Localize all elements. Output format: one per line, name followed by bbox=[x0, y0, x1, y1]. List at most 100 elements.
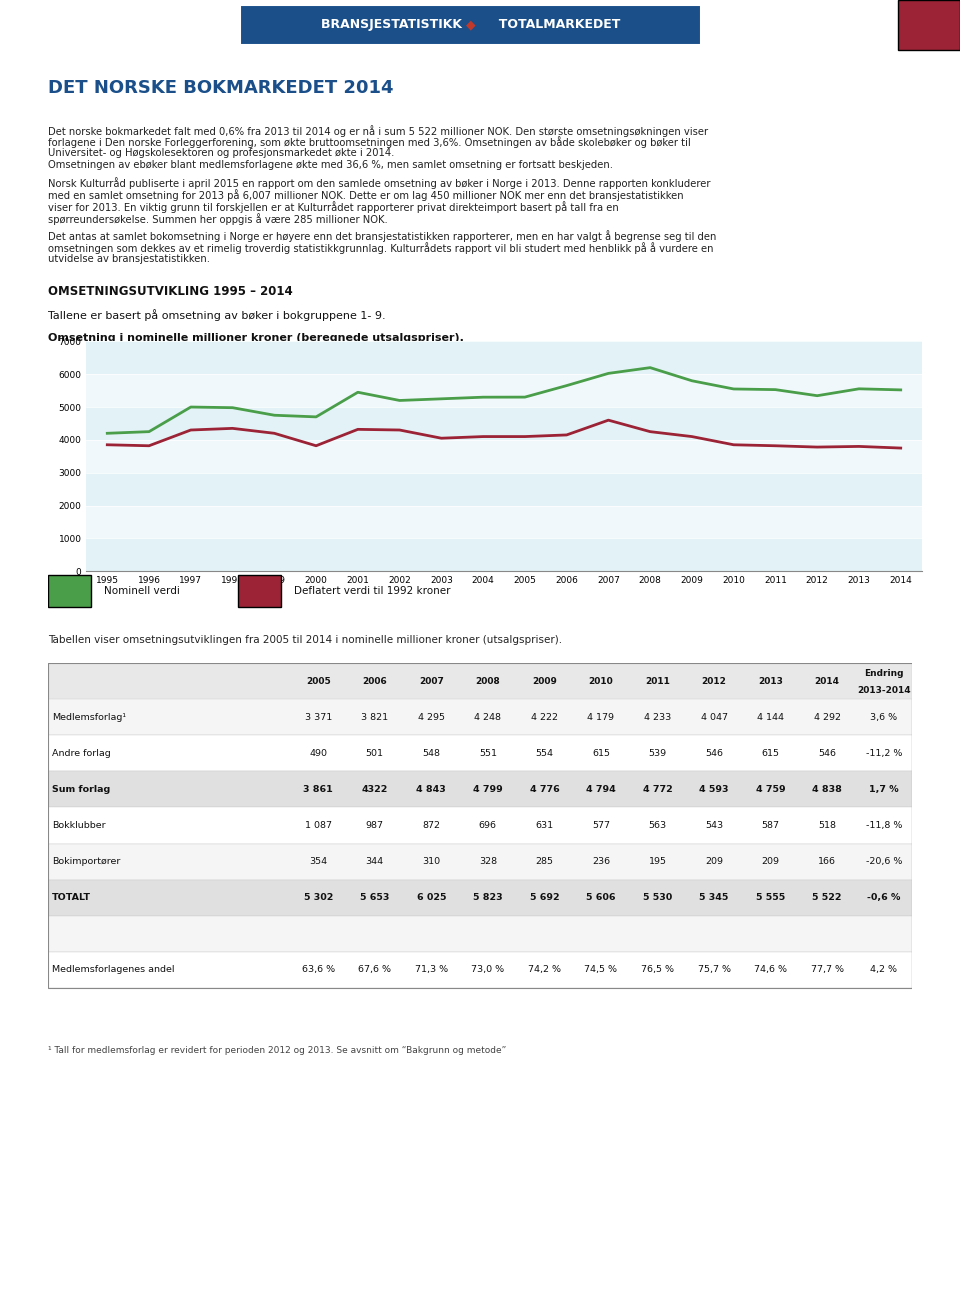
Text: BRANSJESTATISTIKK: BRANSJESTATISTIKK bbox=[321, 18, 470, 32]
Text: 2013: 2013 bbox=[758, 676, 783, 685]
Text: 2006: 2006 bbox=[362, 676, 387, 685]
Text: 209: 209 bbox=[761, 857, 780, 867]
Text: 05: 05 bbox=[894, 1291, 911, 1302]
Text: 546: 546 bbox=[705, 748, 723, 758]
Text: 2005: 2005 bbox=[306, 676, 330, 685]
Text: 67,6 %: 67,6 % bbox=[358, 965, 392, 974]
FancyBboxPatch shape bbox=[48, 807, 912, 844]
Text: 5 606: 5 606 bbox=[587, 893, 615, 902]
Text: 987: 987 bbox=[366, 821, 384, 830]
Text: 4 759: 4 759 bbox=[756, 785, 785, 794]
Text: DET NORSKE BOKMARKEDET 2014: DET NORSKE BOKMARKEDET 2014 bbox=[48, 79, 394, 97]
Text: Tabellen viser omsetningsutviklingen fra 2005 til 2014 i nominelle millioner kro: Tabellen viser omsetningsutviklingen fra… bbox=[48, 635, 563, 645]
Text: 4 248: 4 248 bbox=[474, 713, 501, 722]
Text: 4 047: 4 047 bbox=[701, 713, 728, 722]
Text: 4322: 4322 bbox=[362, 785, 388, 794]
Text: -11,2 %: -11,2 % bbox=[866, 748, 901, 758]
FancyBboxPatch shape bbox=[48, 880, 912, 916]
Text: viser for 2013. En viktig grunn til forskjellen er at Kulturrådet rapporterer pr: viser for 2013. En viktig grunn til fors… bbox=[48, 201, 619, 213]
Text: Bokimportører: Bokimportører bbox=[52, 857, 121, 867]
Text: 4 292: 4 292 bbox=[814, 713, 841, 722]
Text: 2012: 2012 bbox=[702, 676, 727, 685]
Text: 4 222: 4 222 bbox=[531, 713, 558, 722]
Text: Sum forlag: Sum forlag bbox=[52, 785, 110, 794]
Bar bbox=[86, 341, 922, 374]
Text: 236: 236 bbox=[592, 857, 610, 867]
Text: 631: 631 bbox=[536, 821, 554, 830]
Text: TOTALT: TOTALT bbox=[52, 893, 91, 902]
Text: Deflatert verdi til 1992 kroner: Deflatert verdi til 1992 kroner bbox=[294, 586, 451, 596]
Text: 5 522: 5 522 bbox=[812, 893, 842, 902]
Text: Universitet- og Høgskolesektoren og profesjonsmarkedet økte i 2014.: Universitet- og Høgskolesektoren og prof… bbox=[48, 148, 395, 158]
Text: 328: 328 bbox=[479, 857, 497, 867]
FancyBboxPatch shape bbox=[48, 735, 912, 772]
Text: 6 025: 6 025 bbox=[417, 893, 446, 902]
Text: 1 087: 1 087 bbox=[304, 821, 332, 830]
Text: 501: 501 bbox=[366, 748, 384, 758]
Text: 1,7 %: 1,7 % bbox=[869, 785, 899, 794]
Text: 75,7 %: 75,7 % bbox=[698, 965, 731, 974]
Text: -11,8 %: -11,8 % bbox=[866, 821, 901, 830]
FancyBboxPatch shape bbox=[48, 916, 912, 952]
Text: 587: 587 bbox=[761, 821, 780, 830]
Text: 74,2 %: 74,2 % bbox=[528, 965, 561, 974]
Text: 3,6 %: 3,6 % bbox=[870, 713, 898, 722]
Text: TOTALMARKEDET: TOTALMARKEDET bbox=[490, 18, 620, 32]
Text: 4 794: 4 794 bbox=[587, 785, 615, 794]
Text: Det norske bokmarkedet falt med 0,6% fra 2013 til 2014 og er nå i sum 5 522 mill: Det norske bokmarkedet falt med 0,6% fra… bbox=[48, 125, 708, 137]
FancyBboxPatch shape bbox=[48, 952, 912, 987]
Text: 5 823: 5 823 bbox=[473, 893, 503, 902]
Text: ◆: ◆ bbox=[466, 18, 475, 32]
Bar bbox=[86, 473, 922, 506]
Text: -0,6 %: -0,6 % bbox=[867, 893, 900, 902]
Text: 551: 551 bbox=[479, 748, 497, 758]
Text: 71,3 %: 71,3 % bbox=[415, 965, 448, 974]
Text: 5 302: 5 302 bbox=[303, 893, 333, 902]
Text: spørreundersøkelse. Summen her oppgis å være 285 millioner NOK.: spørreundersøkelse. Summen her oppgis å … bbox=[48, 213, 388, 225]
Text: 518: 518 bbox=[818, 821, 836, 830]
Text: 5 692: 5 692 bbox=[530, 893, 560, 902]
Text: Endring: Endring bbox=[864, 670, 903, 679]
Text: 2011: 2011 bbox=[645, 676, 670, 685]
FancyBboxPatch shape bbox=[48, 699, 912, 735]
Text: 195: 195 bbox=[649, 857, 666, 867]
Text: 490: 490 bbox=[309, 748, 327, 758]
Text: 4 233: 4 233 bbox=[644, 713, 671, 722]
Text: 2010: 2010 bbox=[588, 676, 613, 685]
Text: 3 821: 3 821 bbox=[361, 713, 388, 722]
Text: 310: 310 bbox=[422, 857, 441, 867]
Text: 63,6 %: 63,6 % bbox=[301, 965, 335, 974]
Text: 4 144: 4 144 bbox=[757, 713, 784, 722]
Text: 354: 354 bbox=[309, 857, 327, 867]
Text: -20,6 %: -20,6 % bbox=[866, 857, 901, 867]
Text: 696: 696 bbox=[479, 821, 497, 830]
Text: 563: 563 bbox=[648, 821, 666, 830]
Text: 4 295: 4 295 bbox=[418, 713, 444, 722]
Text: 166: 166 bbox=[818, 857, 836, 867]
Text: 4 179: 4 179 bbox=[588, 713, 614, 722]
Text: 4 838: 4 838 bbox=[812, 785, 842, 794]
Text: 2014: 2014 bbox=[815, 676, 840, 685]
Text: Omsetning i nominelle millioner kroner (beregnede utsalgspriser).: Omsetning i nominelle millioner kroner (… bbox=[48, 332, 464, 343]
Text: 546: 546 bbox=[818, 748, 836, 758]
FancyBboxPatch shape bbox=[48, 844, 912, 880]
Text: Omsetningen av ebøker blant medlemsforlagene økte med 36,6 %, men samlet omsetni: Omsetningen av ebøker blant medlemsforla… bbox=[48, 160, 613, 169]
Text: 74,5 %: 74,5 % bbox=[585, 965, 617, 974]
Text: 4 776: 4 776 bbox=[530, 785, 560, 794]
Text: 4 799: 4 799 bbox=[473, 785, 503, 794]
Text: 74,6 %: 74,6 % bbox=[755, 965, 787, 974]
Text: 2007: 2007 bbox=[419, 676, 444, 685]
Text: 3 371: 3 371 bbox=[304, 713, 332, 722]
Text: ¹ Tall for medlemsforlag er revidert for perioden 2012 og 2013. Se avsnitt om “B: ¹ Tall for medlemsforlag er revidert for… bbox=[48, 1046, 506, 1054]
Text: 77,7 %: 77,7 % bbox=[810, 965, 844, 974]
Text: 615: 615 bbox=[761, 748, 780, 758]
Text: utvidelse av bransjestatistikken.: utvidelse av bransjestatistikken. bbox=[48, 253, 210, 264]
Text: 4 593: 4 593 bbox=[699, 785, 729, 794]
Text: 3 861: 3 861 bbox=[303, 785, 333, 794]
Text: 285: 285 bbox=[536, 857, 553, 867]
Text: 543: 543 bbox=[705, 821, 723, 830]
Text: 548: 548 bbox=[422, 748, 441, 758]
Text: 73,0 %: 73,0 % bbox=[471, 965, 504, 974]
Text: OMSETNINGSUTVIKLING 1995 – 2014: OMSETNINGSUTVIKLING 1995 – 2014 bbox=[48, 285, 293, 298]
FancyBboxPatch shape bbox=[48, 772, 912, 807]
